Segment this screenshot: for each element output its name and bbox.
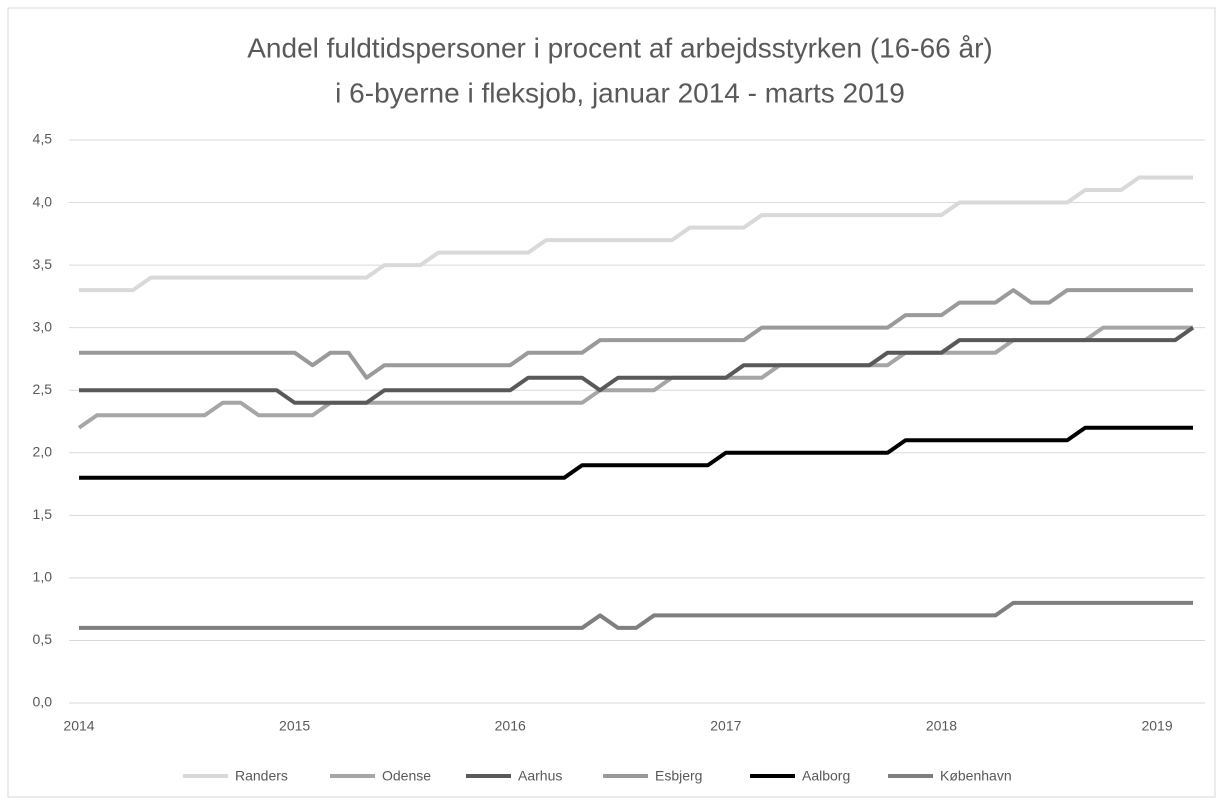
legend-label: Randers: [235, 768, 288, 784]
series-line: [79, 326, 1195, 405]
series-line: [77, 325, 1193, 430]
x-tick-label: 2014: [63, 718, 94, 734]
series-line: [79, 600, 1193, 630]
legend-label: Aarhus: [518, 768, 562, 784]
legend-label: Esbjerg: [655, 768, 702, 784]
y-tick-label: 3,0: [33, 318, 53, 334]
x-tick-label: 2015: [279, 718, 310, 734]
y-tick-label: 0,0: [33, 694, 53, 710]
series-line: [79, 425, 1193, 480]
legend-label: Odense: [382, 768, 431, 784]
x-tick-label: 2016: [495, 718, 526, 734]
y-tick-label: 2,0: [33, 443, 53, 459]
chart-title: Andel fuldtidspersoner i procent af arbe…: [247, 32, 993, 63]
y-tick-label: 2,5: [33, 381, 53, 397]
x-tick-label: 2019: [1141, 718, 1172, 734]
y-tick-label: 4,5: [33, 131, 53, 147]
legend-label: København: [940, 768, 1012, 784]
y-tick-label: 4,0: [33, 193, 53, 209]
series-line: [79, 288, 1193, 380]
x-tick-label: 2017: [710, 718, 741, 734]
chart-border: [7, 7, 1216, 798]
y-tick-label: 1,5: [33, 506, 53, 522]
chart-subtitle: i 6-byerne i fleksjob, januar 2014 - mar…: [335, 77, 905, 108]
y-tick-label: 0,5: [33, 631, 53, 647]
y-tick-label: 1,0: [33, 569, 53, 585]
legend-label: Aalborg: [802, 768, 850, 784]
y-tick-label: 3,5: [33, 256, 53, 272]
x-tick-label: 2018: [926, 718, 957, 734]
series-line: [79, 175, 1193, 293]
